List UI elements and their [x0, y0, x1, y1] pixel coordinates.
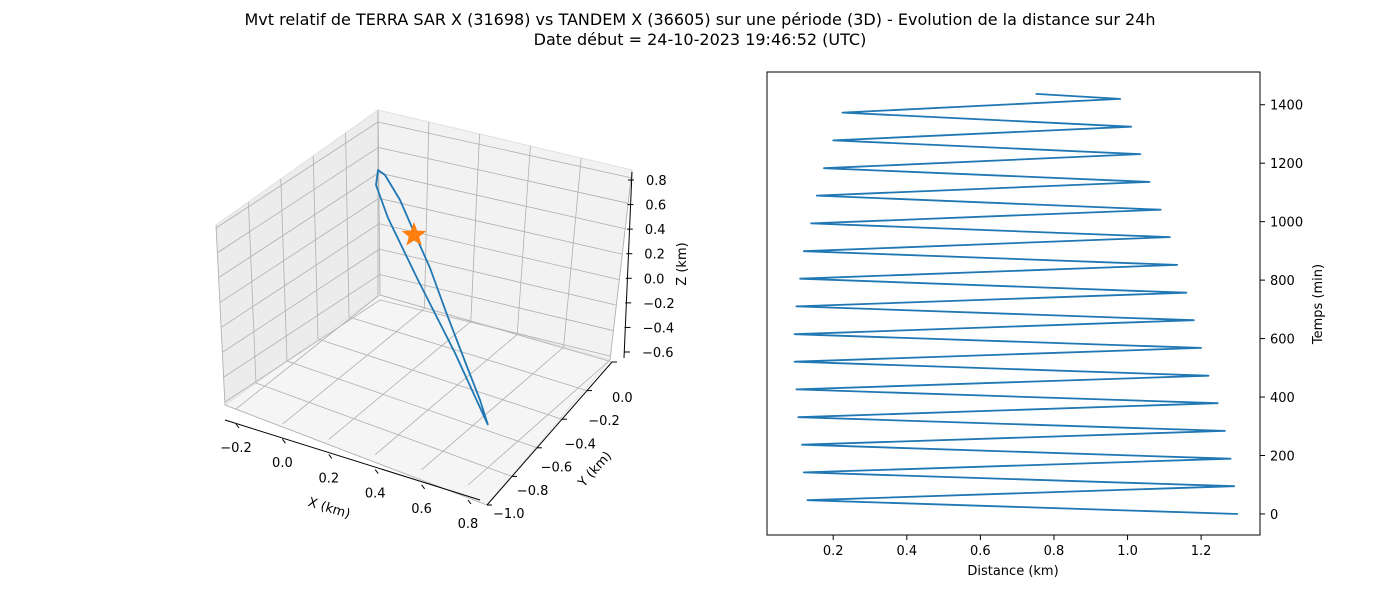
y-tick-label: −0.2 [588, 414, 620, 429]
x-grid-line [421, 346, 564, 471]
y-tick-label: 1200 [1270, 157, 1303, 172]
z-grid-line-left [224, 299, 381, 403]
z-grid-line-left [218, 172, 379, 279]
z-grid-line [377, 121, 633, 179]
y-grid-line-wall [215, 224, 226, 406]
z-tick-label: 0.2 [644, 248, 665, 263]
z-axis-label: Z (km) [675, 242, 690, 285]
y-tick-label: 0 [1270, 508, 1278, 523]
x-grid-line-wall [563, 157, 582, 348]
z-grid-line-left [217, 147, 379, 254]
y-grid-line-wall [377, 109, 381, 296]
y-tick-label: 200 [1270, 449, 1295, 464]
y-grid-line [286, 360, 538, 449]
x-tick-label: −0.2 [220, 441, 252, 456]
y-tick-label: 1000 [1270, 216, 1303, 231]
y-tick-label: −0.6 [541, 461, 573, 476]
x-tick-mark [328, 454, 333, 459]
z-grid-line [378, 147, 629, 204]
x-grid-line [282, 308, 425, 425]
y-ticks: 0 200 400 600 800 1000 1200 1400 [1260, 99, 1303, 523]
x-grid-line-wall [609, 169, 633, 361]
x-tick-mark [421, 484, 426, 490]
y-grid-line-wall [280, 178, 288, 362]
z-grid-line-left [222, 248, 380, 353]
z-tick-label: 0.0 [644, 272, 665, 287]
x-tick-label: 0.4 [365, 487, 386, 502]
x-tick-mark [235, 423, 240, 429]
x-axis-line [224, 419, 481, 501]
x-tick-mark [281, 438, 286, 444]
z-grid-line [378, 172, 626, 230]
z-grid-line [378, 197, 623, 255]
x-grid-line [328, 321, 472, 440]
x-tick-label: 0.8 [1044, 544, 1065, 559]
y-axis-label-2d: Temps (min) [1311, 264, 1326, 345]
x-tick-label: 0.8 [458, 517, 479, 532]
x-tick-label: 1.2 [1191, 544, 1212, 559]
y-axis-line [486, 361, 613, 506]
grid-3d [215, 109, 633, 506]
x-grid-line-wall [516, 145, 531, 335]
x-grid-line [374, 334, 518, 455]
trajectory-line [375, 169, 489, 426]
z-grid-line-left [223, 274, 380, 378]
z-grid-line-left [215, 121, 379, 229]
x-tick-label: 0.0 [272, 456, 293, 471]
y-tick-label: 800 [1270, 274, 1295, 289]
y-grid-line [317, 338, 563, 420]
z-tick-label: 0.8 [646, 174, 667, 189]
y-tick-label: 400 [1270, 391, 1295, 406]
x-tick-label: 0.6 [970, 544, 991, 559]
z-tick-label: 0.4 [645, 223, 666, 238]
plot-frame [766, 71, 1261, 536]
y-grid-line-wall [345, 132, 350, 318]
z-tick-label: −0.2 [643, 297, 675, 312]
y-tick-label: −0.4 [564, 437, 596, 452]
y-grid-line [348, 316, 588, 391]
x-tick-label: 0.2 [318, 471, 339, 486]
x-grid-line-wall [424, 121, 430, 309]
x-grid-line-wall [470, 133, 480, 322]
y-grid-line-wall [248, 201, 257, 384]
z-tick-label: 0.6 [645, 199, 666, 214]
x-tick-label: 0.6 [411, 502, 432, 517]
figure-subtitle: Date début = 24-10-2023 19:46:52 (UTC) [533, 30, 867, 49]
distance-series-line [793, 93, 1238, 515]
trajectory-3d-chart: −0.2 0.0 0.2 0.4 0.6 0.8 −1.0 −0.8 −0.6 −0.4 −0.2 0… [215, 109, 690, 532]
z-tick-label: −0.6 [642, 346, 674, 361]
y-grid-line [255, 382, 513, 477]
z-grid-line [379, 248, 617, 306]
x-tick-label: 0.2 [823, 544, 844, 559]
x-tick-label: 1.0 [1117, 544, 1138, 559]
start-marker-star [401, 222, 427, 246]
x-axis-label-2d: Distance (km) [967, 564, 1058, 579]
x-grid-line [235, 295, 379, 410]
x-ticks: 0.2 0.4 0.6 0.8 1.0 1.2 [823, 535, 1212, 559]
x-tick-mark [467, 499, 472, 505]
z-grid-line [379, 274, 614, 331]
x-tick-label: 0.4 [896, 544, 917, 559]
z-tick-label: −0.4 [643, 321, 675, 336]
z-grid-line-left [219, 197, 380, 303]
y-tick-label: −1.0 [493, 507, 525, 522]
y-tick-label: −0.8 [517, 484, 549, 499]
z-grid-line [379, 299, 611, 357]
y-tick-label: 0.0 [612, 391, 633, 406]
y-tick-label: 600 [1270, 333, 1295, 348]
ticks-3d: −0.2 0.0 0.2 0.4 0.6 0.8 −1.0 −0.8 −0.6 −0.4 −0.2 0… [220, 174, 675, 532]
y-tick-label: 1400 [1270, 99, 1303, 114]
figure-title: Mvt relatif de TERRA SAR X (31698) vs TA… [244, 10, 1156, 29]
y-grid-line-wall [312, 155, 319, 340]
x-grid-line [467, 359, 611, 486]
x-tick-mark [374, 469, 379, 474]
z-grid-line-left [220, 223, 380, 328]
